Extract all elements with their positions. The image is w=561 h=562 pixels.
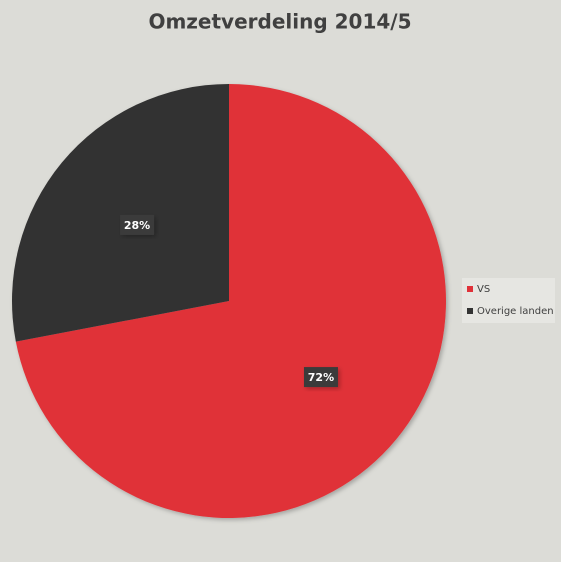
pie-slice bbox=[15, 84, 447, 518]
pie-slice bbox=[11, 84, 230, 342]
legend-label: VS bbox=[477, 284, 490, 295]
legend: VS Overige landen bbox=[462, 278, 555, 323]
data-label: 72% bbox=[308, 371, 334, 384]
legend-box bbox=[462, 278, 555, 323]
legend-label: Overige landen bbox=[477, 306, 554, 317]
data-label-box bbox=[303, 367, 338, 388]
chart-title: Omzetverdeling 2014/5 bbox=[148, 10, 411, 34]
pie bbox=[11, 84, 447, 518]
data-label: 28% bbox=[124, 219, 150, 232]
data-labels: 72% 28% bbox=[120, 214, 338, 388]
data-label-box bbox=[120, 214, 155, 235]
legend-swatch bbox=[467, 286, 473, 292]
legend-swatch bbox=[467, 308, 473, 314]
